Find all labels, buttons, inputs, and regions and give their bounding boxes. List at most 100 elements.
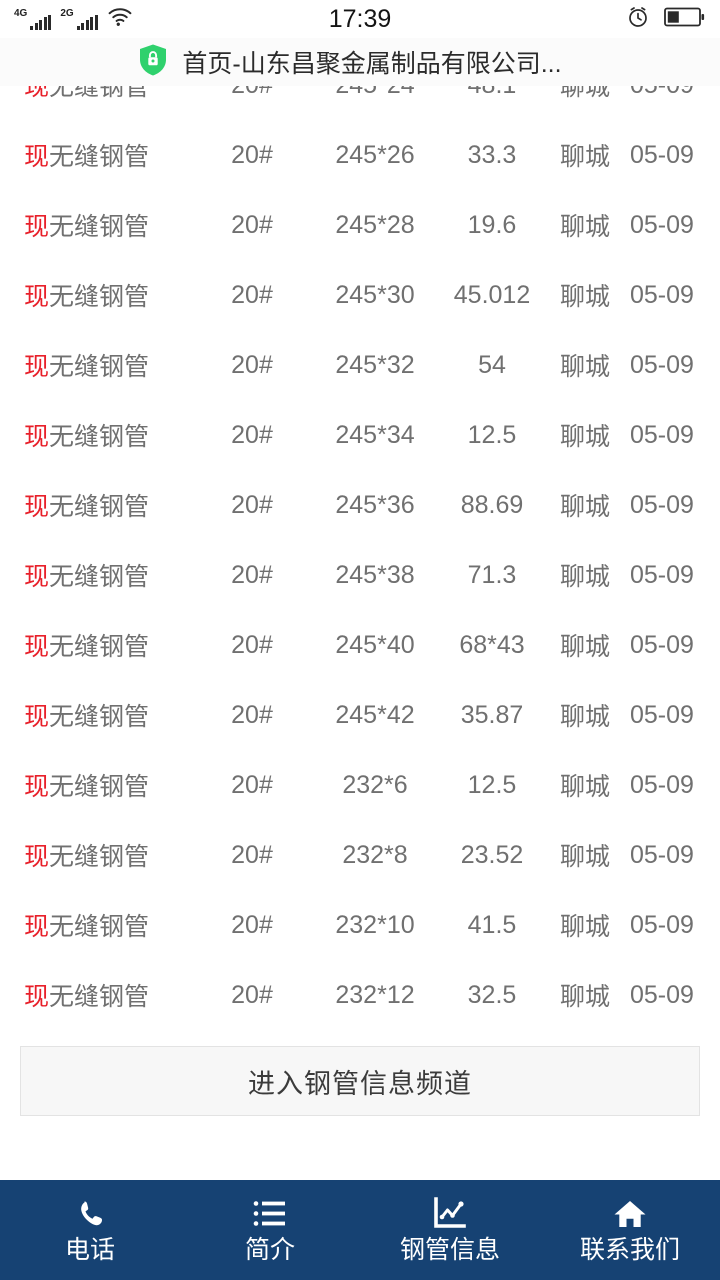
row-date: 05-09 — [630, 700, 694, 729]
wifi-icon — [107, 7, 133, 32]
row-grade: 20# — [231, 140, 273, 169]
page-title: 首页-山东昌聚金属制品有限公司... — [182, 50, 562, 78]
row-product: 现无缝钢管 — [24, 977, 149, 1013]
row-size: 245*24 — [322, 86, 428, 100]
row-weight: 12.5 — [467, 770, 517, 799]
row-city: 聊城 — [559, 353, 610, 381]
table-row[interactable]: 现无缝钢管 20# 245*28 19.6 聊城 05-09 — [0, 207, 720, 243]
row-product: 现无缝钢管 — [24, 627, 149, 663]
nav-label-contact: 联系我们 — [579, 1236, 680, 1264]
row-date: 05-09 — [630, 840, 694, 869]
row-date: 05-09 — [630, 980, 694, 1009]
status-badge: 现 — [24, 143, 50, 171]
row-city: 聊城 — [559, 493, 610, 521]
row-weight: 32.5 — [467, 980, 517, 1009]
status-badge: 现 — [24, 563, 50, 591]
row-weight: 54 — [478, 350, 506, 379]
signal-bars-primary-icon — [30, 15, 52, 30]
row-date: 05-09 — [630, 210, 694, 239]
line-chart-icon — [432, 1196, 468, 1232]
nav-item-pipe-info[interactable]: 钢管信息 — [360, 1180, 540, 1280]
table-row[interactable]: 现无缝钢管 20# 245*30 45.012 聊城 05-09 — [0, 277, 720, 313]
row-city: 聊城 — [559, 913, 610, 941]
row-grade: 20# — [212, 86, 292, 100]
table-row[interactable]: 现无缝钢管 20# 245*42 35.87 聊城 05-09 — [0, 700, 720, 732]
row-grade: 20# — [231, 210, 273, 239]
row-weight: 41.5 — [467, 910, 517, 939]
table-row[interactable]: 现无缝钢管 20# 232*8 23.52 聊城 05-09 — [0, 837, 720, 873]
bottom-navigation-bar: 电话 简介 钢管信息 — [0, 1180, 720, 1280]
row-size: 245*40 — [335, 630, 415, 659]
status-bar-left: 4G 2G — [14, 7, 133, 32]
row-product: 现无缝钢管 — [24, 207, 149, 243]
row-grade: 20# — [231, 280, 273, 309]
table-row[interactable]: 现无缝钢管 20# 245*34 12.5 聊城 05-09 — [0, 420, 720, 452]
nav-item-phone[interactable]: 电话 — [0, 1180, 180, 1280]
row-size: 232*12 — [335, 980, 415, 1009]
row-date: 05-09 — [630, 490, 694, 519]
row-size: 232*8 — [342, 840, 408, 869]
table-row[interactable]: 现无缝钢管 20# 232*10 41.5 聊城 05-09 — [0, 910, 720, 942]
row-date: 05-09 — [630, 630, 694, 659]
row-weight: 88.69 — [460, 490, 524, 519]
row-city: 聊城 — [559, 283, 610, 311]
table-row[interactable]: 现无缝钢管 20# 232*6 12.5 聊城 05-09 — [0, 770, 720, 802]
nav-label-pipe-info: 钢管信息 — [399, 1236, 500, 1264]
row-product-name: 无缝钢管 — [49, 983, 150, 1011]
row-size: 245*38 — [335, 560, 415, 589]
row-size: 245*32 — [335, 350, 415, 379]
row-weight: 23.52 — [460, 840, 524, 869]
alarm-clock-icon — [626, 5, 650, 34]
row-city: 聊城 — [559, 843, 610, 871]
table-row[interactable]: 现无缝钢管 20# 245*38 71.3 聊城 05-09 — [0, 560, 720, 592]
row-city: 聊城 — [559, 633, 610, 661]
row-date: 05-09 — [630, 280, 694, 309]
nav-item-contact[interactable]: 联系我们 — [540, 1180, 720, 1280]
row-grade: 20# — [231, 840, 273, 869]
row-product: 现无缝钢管 — [24, 277, 149, 313]
table-row[interactable]: 现无缝钢管 20# 245*32 54 聊城 05-09 — [0, 347, 720, 383]
row-date: 05-09 — [630, 560, 694, 589]
status-badge: 现 — [24, 283, 50, 311]
table-row[interactable]: 现无缝钢管 20# 245*26 33.3 聊城 05-09 — [0, 137, 720, 173]
nav-label-intro: 简介 — [244, 1236, 295, 1264]
table-row[interactable]: 现无缝钢管 20# 232*12 32.5 聊城 05-09 — [0, 977, 720, 1013]
table-row[interactable]: 现无缝钢管 20# 245*36 88.69 聊城 05-09 — [0, 487, 720, 523]
status-badge: 现 — [24, 86, 50, 101]
row-size: 245*42 — [335, 700, 415, 729]
row-product: 现无缝钢管 — [24, 137, 149, 173]
row-date: 05-09 — [630, 350, 694, 379]
cta-label: 进入钢管信息频道 — [248, 1068, 472, 1099]
row-date: 05-09 — [630, 140, 694, 169]
row-product: 现无缝钢管 — [24, 837, 149, 873]
row-weight: 45.012 — [453, 280, 531, 309]
row-product-name: 无缝钢管 — [49, 843, 150, 871]
table-row[interactable]: 现无缝钢管 20# 245*40 68*43 聊城 05-09 — [0, 627, 720, 663]
table-row[interactable]: 现无缝钢管 20# 245*24 48.1 聊城 05-09 — [0, 86, 720, 101]
row-product-name: 无缝钢管 — [49, 283, 150, 311]
row-product-name: 无缝钢管 — [49, 633, 150, 661]
row-grade: 20# — [231, 350, 273, 379]
enter-pipe-info-channel-button[interactable]: 进入钢管信息频道 — [20, 1046, 700, 1116]
list-icon — [253, 1196, 287, 1232]
row-size: 245*28 — [335, 210, 415, 239]
row-product: 现无缝钢管 — [24, 487, 149, 523]
browser-title-bar: 首页-山东昌聚金属制品有限公司... — [0, 38, 720, 86]
row-weight: 68*43 — [459, 630, 525, 659]
row-size: 245*36 — [335, 490, 415, 519]
row-product-name: 无缝钢管 — [49, 213, 150, 241]
row-product-name: 无缝钢管 — [49, 143, 150, 171]
row-size: 232*10 — [335, 910, 415, 939]
status-badge: 现 — [24, 493, 50, 521]
row-size: 245*26 — [335, 140, 415, 169]
row-weight: 12.5 — [467, 420, 517, 449]
row-grade: 20# — [231, 490, 273, 519]
row-weight: 19.6 — [467, 210, 517, 239]
row-date: 05-09 — [630, 86, 718, 100]
nav-item-intro[interactable]: 简介 — [180, 1180, 360, 1280]
steel-pipe-list[interactable]: 现无缝钢管20#245*2448.1聊城05-09现无缝钢管20#245*263… — [0, 86, 720, 1180]
row-weight: 48.1 — [440, 86, 544, 100]
row-product: 现无缝钢管 — [24, 347, 149, 383]
row-city: 聊城 — [559, 703, 610, 731]
row-product-name: 无缝钢管 — [49, 913, 150, 941]
